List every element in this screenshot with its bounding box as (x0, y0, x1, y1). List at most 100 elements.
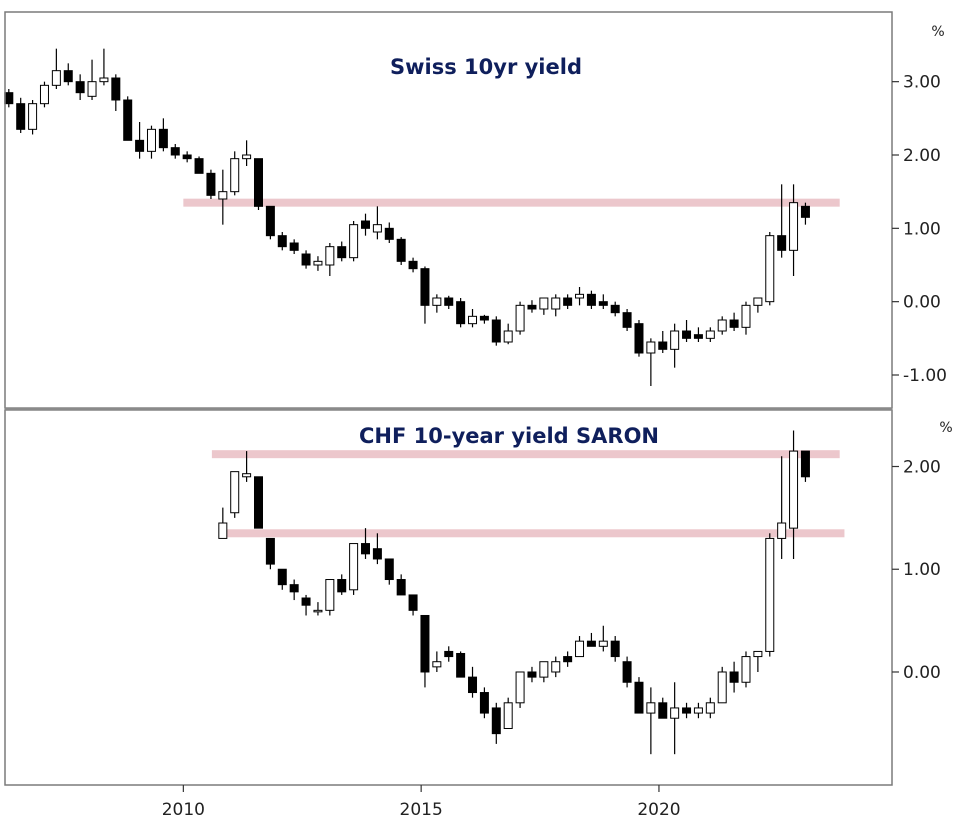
candle-body (539, 661, 549, 678)
candle-body (658, 702, 668, 719)
candle-body (39, 84, 49, 105)
candle-body (87, 81, 97, 97)
candle-1-46 (765, 533, 775, 657)
candle-1-29 (563, 651, 573, 667)
candle-1-12 (361, 528, 371, 559)
candle-1-4 (265, 537, 275, 570)
candle-1-1 (230, 471, 240, 518)
candle-0-55 (658, 331, 668, 353)
candle-body (551, 661, 561, 673)
candle-body (800, 205, 810, 218)
candle-1-0 (218, 507, 228, 539)
candle-1-49 (800, 450, 810, 482)
candle-1-25 (515, 671, 525, 708)
candle-1-35 (634, 677, 644, 714)
candle-body (325, 246, 335, 266)
candle-body (420, 268, 430, 306)
candle-body (765, 235, 775, 303)
candle-body (598, 640, 608, 647)
candle-body (479, 692, 489, 714)
candle-body (610, 304, 620, 314)
candle-body (218, 522, 228, 539)
candle-0-58 (693, 327, 703, 342)
candle-body (337, 246, 347, 259)
candle-body (729, 319, 739, 328)
candle-body (289, 584, 299, 593)
candle-body (253, 476, 263, 529)
candle-body (646, 341, 656, 354)
y-tick-label-0-3: 0.00 (903, 293, 941, 313)
candle-0-44 (527, 300, 537, 313)
candle-body (575, 293, 585, 299)
candle-1-19 (444, 646, 454, 662)
candle-0-2 (28, 100, 38, 135)
candle-0-61 (729, 312, 739, 331)
candle-body (586, 293, 596, 306)
candle-0-18 (218, 169, 228, 225)
candle-body (693, 707, 703, 714)
candle-body (468, 315, 478, 325)
candle-body (491, 319, 501, 343)
candle-1-8 (313, 602, 323, 616)
top-unit-label: % (931, 24, 944, 40)
candle-0-17 (206, 169, 216, 199)
candle-body (515, 304, 525, 332)
candle-body (51, 70, 61, 86)
candle-body (527, 304, 537, 310)
candle-0-54 (646, 338, 656, 386)
candle-body (646, 702, 656, 714)
candle-body (4, 92, 14, 105)
candle-body (361, 543, 371, 555)
candle-body (432, 297, 442, 306)
candle-0-59 (705, 327, 715, 342)
candle-body (741, 304, 751, 328)
candle-body (123, 99, 133, 141)
candle-0-20 (242, 140, 252, 166)
y-tick-label-0-4: -1.00 (903, 366, 947, 386)
candle-body (372, 548, 382, 560)
panel-frames (4, 11, 893, 786)
candle-0-1 (16, 97, 26, 133)
candle-body (349, 543, 359, 591)
candle-1-18 (432, 651, 442, 672)
candle-0-57 (682, 320, 692, 342)
candle-body (729, 671, 739, 683)
candle-body (325, 579, 335, 611)
candle-0-49 (586, 290, 596, 309)
resistance-band-1-1 (219, 529, 845, 538)
candle-body (396, 238, 406, 262)
candle-1-36 (646, 687, 656, 755)
candle-body (313, 609, 323, 613)
candle-0-42 (503, 323, 513, 345)
candle-body (242, 473, 252, 478)
candle-body (515, 671, 525, 704)
candle-body (372, 224, 382, 233)
candle-0-39 (468, 309, 478, 328)
y-tick-label-0-1: 2.00 (903, 146, 941, 166)
candle-1-48 (789, 430, 799, 559)
candle-body (586, 640, 596, 647)
candle-body (337, 579, 347, 593)
top-panel-title: Swiss 10yr yield (390, 55, 582, 79)
candle-0-22 (265, 205, 275, 240)
candle-0-10 (123, 96, 133, 141)
candle-body (789, 202, 799, 251)
candle-0-7 (87, 59, 97, 100)
candle-body (717, 671, 727, 704)
candle-1-39 (682, 702, 692, 719)
candle-body (622, 661, 632, 683)
candle-body (301, 597, 311, 606)
candle-0-4 (51, 48, 61, 89)
candle-body (313, 260, 323, 266)
candle-body (670, 707, 680, 719)
candle-1-3 (253, 476, 263, 529)
candle-1-17 (420, 614, 430, 688)
candle-0-6 (75, 74, 85, 100)
candle-body (563, 297, 573, 306)
candle-body (527, 671, 537, 678)
candle-body (146, 128, 156, 152)
candle-body (682, 707, 692, 714)
candle-body (349, 224, 359, 259)
candle-0-30 (361, 213, 371, 236)
